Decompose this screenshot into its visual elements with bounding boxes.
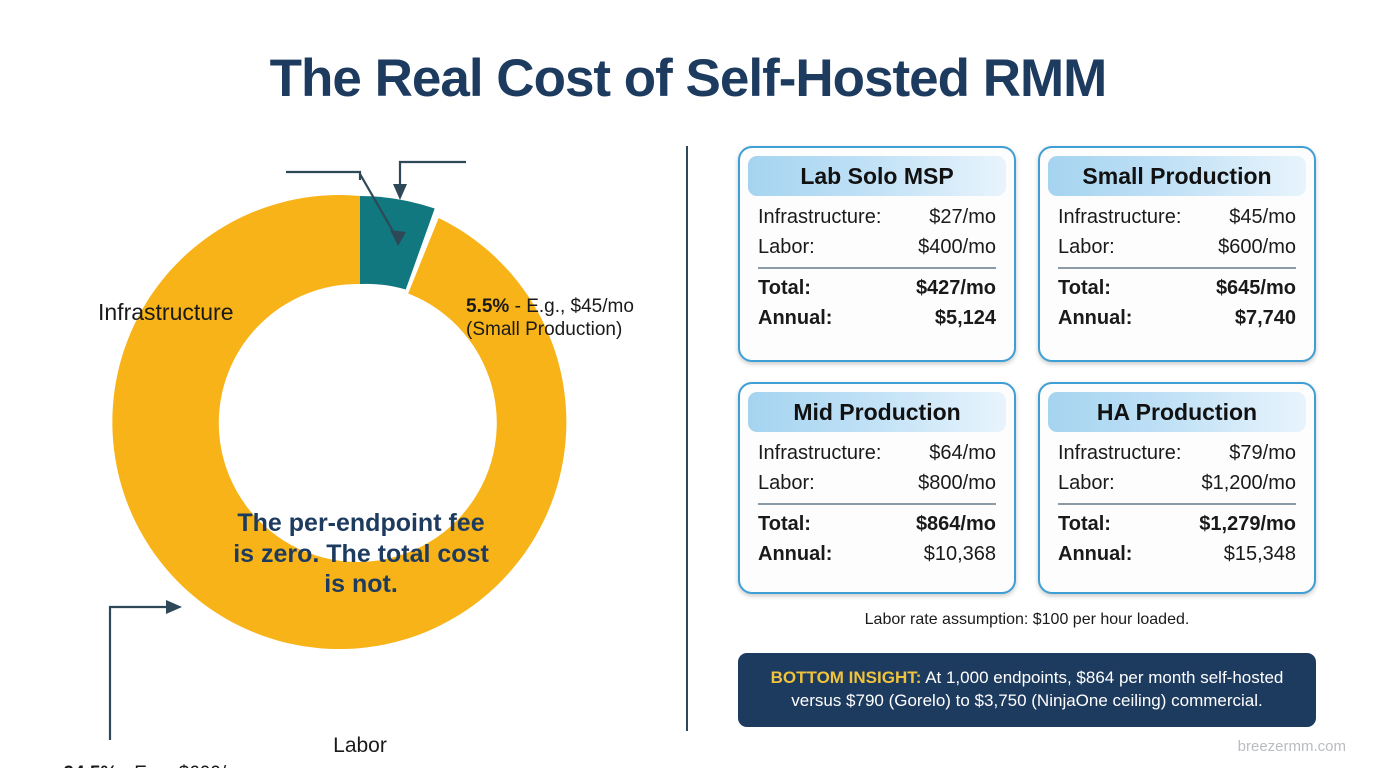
row-label: Infrastructure: [1058, 442, 1182, 464]
card-body: Infrastructure: $64/mo Labor: $800/mo To… [748, 432, 1006, 569]
labor-rate-note: Labor rate assumption: $100 per hour loa… [864, 611, 1190, 628]
watermark: breezermm.com [1237, 738, 1346, 755]
row-value: $10,368 [923, 543, 996, 565]
row-value: $64/mo [929, 442, 996, 464]
pct-top-arrowhead [393, 184, 407, 200]
row-value: $7,740 [1234, 307, 1296, 329]
infrastructure-pct-value: 5.5% [466, 296, 510, 317]
donut-chart [108, 160, 567, 740]
row-value: $5,124 [934, 307, 996, 329]
card-row-infrastructure: Infrastructure: $79/mo [1058, 438, 1296, 468]
row-label: Total: [758, 277, 811, 299]
donut-annotation-labor-pct: 94.5% - E.g., $600/mo (Small Production) [38, 762, 278, 768]
card-divider [758, 503, 996, 505]
donut-slice-labor [112, 195, 567, 650]
row-value: $79/mo [1229, 442, 1296, 464]
card-row-total: Total: $645/mo [1058, 273, 1296, 303]
row-value: $400/mo [918, 236, 996, 258]
card-title: Small Production [1048, 156, 1306, 196]
row-value: $645/mo [1215, 277, 1296, 299]
row-label: Annual: [1058, 543, 1133, 565]
card-row-annual: Annual: $15,348 [1058, 539, 1296, 569]
card-divider [1058, 503, 1296, 505]
card-body: Infrastructure: $27/mo Labor: $400/mo To… [748, 196, 1006, 333]
pct-top-leader-line [398, 160, 466, 188]
card-row-annual: Annual: $7,740 [1058, 303, 1296, 333]
row-value: $1,279/mo [1199, 513, 1296, 535]
infrastructure-leader-line [286, 170, 399, 241]
row-value: $864/mo [915, 513, 996, 535]
row-value: $800/mo [918, 472, 996, 494]
card-row-infrastructure: Infrastructure: $27/mo [758, 202, 996, 232]
pct-bottom-leader-line [108, 605, 170, 740]
row-value: $45/mo [1229, 206, 1296, 228]
row-label: Total: [758, 513, 811, 535]
card-title: HA Production [1048, 392, 1306, 432]
row-label: Infrastructure: [758, 206, 882, 228]
row-label: Annual: [758, 307, 833, 329]
card-title: Mid Production [748, 392, 1006, 432]
card-divider [758, 267, 996, 269]
page-title: The Real Cost of Self-Hosted RMM [269, 49, 1108, 108]
card-body: Infrastructure: $79/mo Labor: $1,200/mo … [1048, 432, 1306, 569]
row-value: $15,348 [1223, 543, 1296, 565]
card-row-total: Total: $1,279/mo [1058, 509, 1296, 539]
section-divider [686, 146, 688, 731]
row-value: $600/mo [1218, 236, 1296, 258]
card-row-labor: Labor: $1,200/mo [1058, 468, 1296, 498]
bottom-insight-text: BOTTOM INSIGHT: At 1,000 endpoints, $864… [754, 667, 1300, 713]
cost-card-mid-production[interactable]: Mid Production Infrastructure: $64/mo La… [738, 382, 1016, 594]
row-label: Labor: [1058, 236, 1115, 258]
row-label: Annual: [758, 543, 833, 565]
row-label: Total: [1058, 513, 1111, 535]
row-value: $1,200/mo [1201, 472, 1296, 494]
cost-card-ha-production[interactable]: HA Production Infrastructure: $79/mo Lab… [1038, 382, 1316, 594]
card-row-labor: Labor: $800/mo [758, 468, 996, 498]
infrastructure-pct-detail: - E.g., $45/mo [509, 296, 634, 317]
bottom-insight-box: BOTTOM INSIGHT: At 1,000 endpoints, $864… [738, 653, 1316, 727]
labor-pct-detail: - E.g., $600/mo [117, 763, 253, 768]
card-row-annual: Annual: $5,124 [758, 303, 996, 333]
row-value: $27/mo [929, 206, 996, 228]
labor-pct-value: 94.5% [63, 763, 117, 768]
card-title: Lab Solo MSP [748, 156, 1006, 196]
donut-annotation-infrastructure-pct: 5.5% - E.g., $45/mo (Small Production) [466, 295, 681, 341]
infrastructure-pct-scenario: (Small Production) [466, 319, 623, 341]
row-label: Infrastructure: [758, 442, 882, 464]
pct-bottom-arrowhead [166, 600, 182, 614]
row-label: Labor: [758, 472, 815, 494]
card-row-infrastructure: Infrastructure: $64/mo [758, 438, 996, 468]
row-label: Labor: [758, 236, 815, 258]
cost-card-lab-solo-msp[interactable]: Lab Solo MSP Infrastructure: $27/mo Labo… [738, 146, 1016, 362]
donut-label-labor: Labor [333, 734, 387, 757]
bottom-insight-tag: BOTTOM INSIGHT: [770, 668, 922, 688]
row-value: $427/mo [915, 277, 996, 299]
row-label: Total: [1058, 277, 1111, 299]
card-divider [1058, 267, 1296, 269]
row-label: Infrastructure: [1058, 206, 1182, 228]
card-body: Infrastructure: $45/mo Labor: $600/mo To… [1048, 196, 1306, 333]
donut-center-text: The per-endpoint fee is zero. The total … [233, 509, 489, 598]
bottom-insight-body: At 1,000 endpoints, $864 per month self-… [791, 668, 1284, 710]
card-row-total: Total: $427/mo [758, 273, 996, 303]
row-label: Labor: [1058, 472, 1115, 494]
card-row-total: Total: $864/mo [758, 509, 996, 539]
donut-chart-panel: Infrastructure 5.5% - E.g., $45/mo (Smal… [0, 140, 686, 768]
card-row-annual: Annual: $10,368 [758, 539, 996, 569]
cost-card-small-production[interactable]: Small Production Infrastructure: $45/mo … [1038, 146, 1316, 362]
infrastructure-arrowhead [390, 230, 406, 246]
card-row-infrastructure: Infrastructure: $45/mo [1058, 202, 1296, 232]
card-row-labor: Labor: $600/mo [1058, 232, 1296, 262]
card-row-labor: Labor: $400/mo [758, 232, 996, 262]
donut-label-infrastructure: Infrastructure [98, 299, 234, 325]
row-label: Annual: [1058, 307, 1133, 329]
